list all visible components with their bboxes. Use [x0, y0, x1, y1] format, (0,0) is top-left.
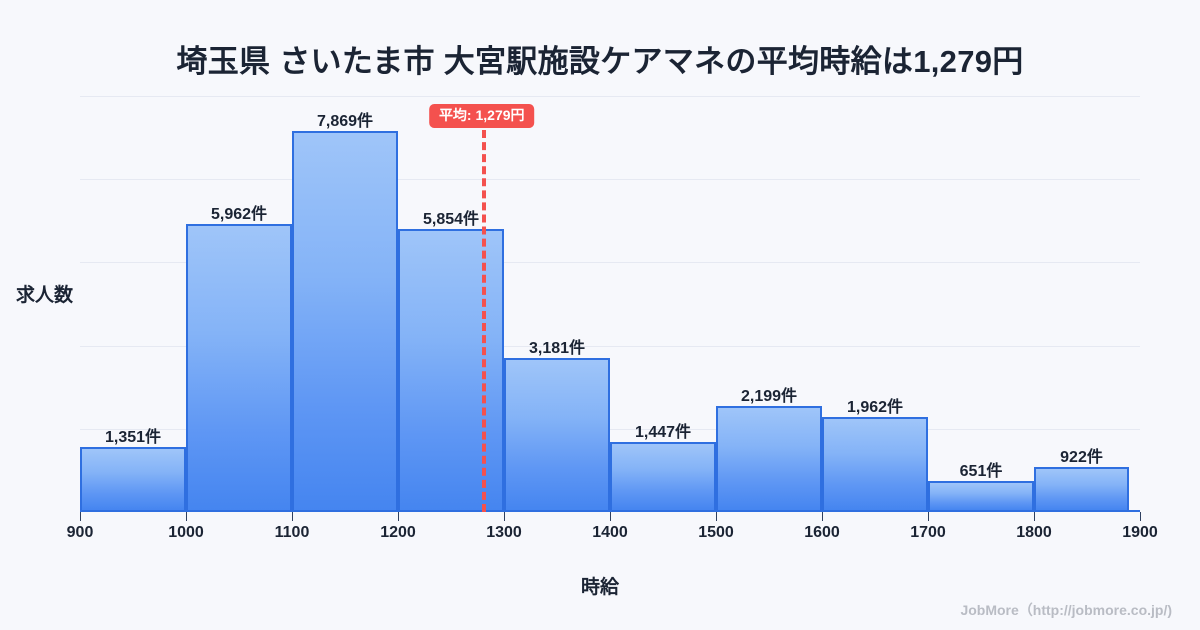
x-axis-tick-label: 1200	[380, 524, 416, 541]
bar[interactable]	[1034, 467, 1129, 512]
bar[interactable]	[504, 358, 610, 512]
x-axis-tick-label: 1600	[804, 524, 840, 541]
gridline	[80, 179, 1140, 181]
x-axis-tick	[292, 512, 293, 521]
bar-value-label: 1,351件	[104, 428, 162, 446]
bar[interactable]	[292, 131, 398, 512]
x-axis-tick-label: 1800	[1016, 524, 1052, 541]
bar-value-label: 3,181件	[528, 340, 586, 358]
gridline	[80, 428, 1140, 430]
x-axis-tick-label: 1000	[168, 524, 204, 541]
x-axis-tick	[504, 512, 505, 521]
x-axis-tick	[716, 512, 717, 521]
bar[interactable]	[928, 480, 1034, 512]
x-axis-tick	[928, 512, 929, 521]
x-axis-tick	[1140, 512, 1141, 521]
gridline	[80, 96, 1140, 97]
gridline	[80, 345, 1140, 347]
x-axis-tick-label: 1500	[698, 524, 734, 541]
average-line	[481, 130, 486, 512]
average-badge: 平均: 1,279円	[428, 104, 535, 129]
bar-value-label: 2,199件	[740, 387, 798, 405]
bar-value-label: 5,854件	[422, 210, 480, 228]
plot-area	[80, 96, 1140, 512]
x-axis-tick-label: 1900	[1122, 524, 1158, 541]
x-axis-line	[80, 510, 1140, 512]
x-axis-tick-label: 1700	[910, 524, 946, 541]
x-axis-tick-label: 1100	[274, 524, 310, 541]
x-axis-tick-label: 1400	[592, 524, 628, 541]
x-axis-tick	[822, 512, 823, 521]
x-axis-tick	[398, 512, 399, 521]
x-axis-tick	[80, 512, 81, 521]
watermark: JobMore（http://jobmore.co.jp/)	[960, 602, 1172, 618]
gridline	[80, 262, 1140, 264]
bar-value-label: 5,962件	[210, 205, 268, 223]
bar[interactable]	[610, 442, 716, 512]
bar[interactable]	[822, 417, 928, 512]
x-axis-tick-label: 900	[66, 524, 94, 541]
y-axis-title: 求人数	[16, 285, 74, 306]
x-axis-tick	[610, 512, 611, 521]
bar-value-label: 922件	[1060, 449, 1103, 467]
bar-value-label: 1,447件	[634, 424, 692, 441]
bar-value-label: 7,869件	[316, 113, 374, 131]
x-axis-title: 時給	[580, 577, 619, 598]
x-axis-tick	[1034, 512, 1035, 521]
bar[interactable]	[80, 446, 186, 512]
x-axis-tick	[186, 512, 187, 521]
bar-value-label: 1,962件	[846, 399, 904, 417]
bar[interactable]	[186, 223, 292, 512]
bar[interactable]	[716, 405, 822, 512]
bar-value-label: 651件	[959, 462, 1003, 480]
x-axis-tick-label: 1300	[486, 524, 522, 541]
bar[interactable]	[398, 228, 504, 512]
chart-title: 埼玉県 さいたま市 大宮駅施設ケアマネの平均時給は1,279円	[176, 44, 1024, 79]
